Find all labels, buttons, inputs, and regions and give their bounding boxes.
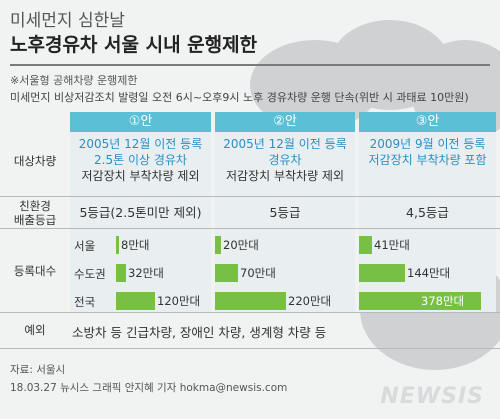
bar-label-plan1-수도권: 32만대	[128, 266, 164, 280]
plan3-line1: 2009년 9월 이전 등록	[369, 137, 486, 151]
plan-column-2	[215, 112, 355, 312]
newsis-logo: NEWSIS	[380, 384, 484, 409]
row-label-exception: 예외	[24, 323, 46, 337]
plan2-line2: 경유차	[268, 153, 302, 167]
bar-label-plan1-서울: 8만대	[121, 238, 150, 252]
bar-plan2-전국	[215, 292, 286, 310]
bar-plan3-전국	[359, 292, 481, 310]
bar-label-plan3-수도권: 144만대	[407, 266, 451, 280]
bar-plan2-수도권	[215, 264, 238, 282]
bar-plan1-전국	[116, 292, 155, 310]
row-label-grade: 친환경 배출등급	[13, 199, 57, 227]
plan1-line2: 2.5톤 이상 경유차	[94, 153, 187, 167]
bar-plan1-서울	[116, 236, 119, 254]
plan1-grade: 5등급(2.5톤미만 제외)	[79, 205, 202, 220]
exception-text: 소방차 등 긴급차량, 장애인 차량, 생계형 차량 등	[72, 325, 327, 340]
plan3-line2: 저감장치 부착차량 포함	[368, 153, 487, 167]
row-label-count: 등록대수	[13, 264, 57, 278]
region-label-nation: 전국	[74, 295, 96, 309]
plan3-grade: 4,5등급	[406, 205, 449, 220]
bar-plan1-수도권	[116, 264, 126, 282]
plan-header-3: ③안	[359, 112, 496, 132]
plan1-line1: 2005년 12월 이전 등록	[78, 137, 203, 151]
page-title-line2: 노후경유차 서울 시내 운행제한	[10, 34, 258, 56]
bar-label-plan1-전국: 120만대	[157, 294, 201, 308]
row-divider	[0, 228, 500, 229]
row-label-target: 대상차량	[13, 154, 57, 168]
note-text: 미세먼지 비상저감조치 발령일 오전 6시~오후9시 노후 경유차량 운행 단속…	[10, 91, 469, 104]
plan2-line3: 저감장치 부착차량 제외	[225, 169, 345, 183]
credit-text: 18.03.27 뉴시스 그래픽 안지혜 기자 hokma@newsis.com	[10, 382, 288, 394]
region-label-seoul: 서울	[74, 239, 96, 253]
note-heading: ※서울형 공해차량 운행제한	[10, 74, 138, 87]
row-divider	[0, 348, 500, 349]
row-divider	[0, 312, 500, 313]
bar-label-plan2-수도권: 70만대	[240, 266, 276, 280]
plan2-line1: 2005년 12월 이전 등록	[223, 137, 347, 151]
bar-plan3-수도권	[359, 264, 405, 282]
page-title-line1: 미세먼지 심한날	[10, 11, 125, 31]
title-divider	[10, 64, 490, 66]
bar-plan2-서울	[215, 236, 221, 254]
region-label-capital: 수도권	[74, 267, 106, 281]
bar-label-plan2-서울: 20만대	[223, 238, 259, 252]
plan-header-2: ②안	[215, 112, 355, 132]
source-text: 자료: 서울시	[10, 364, 66, 376]
plan1-line3: 저감장치 부착차량 제외	[81, 169, 200, 183]
bar-label-plan3-전국: 378만대	[421, 294, 465, 308]
bar-label-plan3-서울: 41만대	[374, 238, 410, 252]
row-divider	[0, 196, 500, 197]
bar-label-plan2-전국: 220만대	[288, 294, 332, 308]
plan-header-1: ①안	[70, 112, 211, 132]
plan2-grade: 5등급	[269, 205, 301, 220]
bar-plan3-서울	[359, 236, 372, 254]
plan-column-1	[70, 112, 211, 312]
